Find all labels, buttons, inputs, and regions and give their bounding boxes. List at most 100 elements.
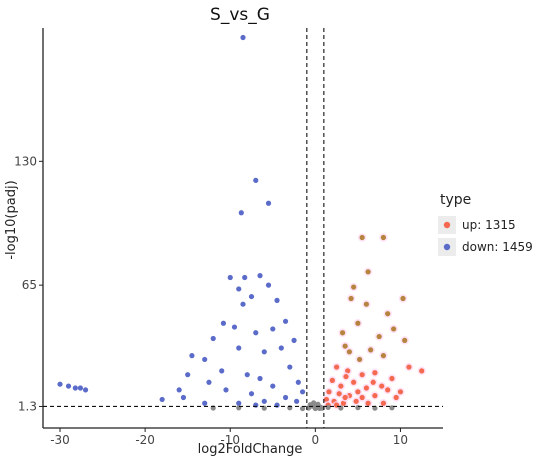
down-point	[248, 293, 255, 300]
down-point	[219, 368, 225, 374]
x-tick-label: 10	[393, 433, 408, 447]
x-tick-label: -10	[220, 433, 240, 447]
up-point	[351, 379, 357, 385]
x-axis-label: log2FoldChange	[198, 442, 303, 457]
up-point	[353, 398, 359, 404]
down-point	[223, 387, 229, 393]
up-point	[368, 347, 374, 353]
legend-label: down: 1459	[462, 240, 533, 254]
legend-label: up: 1315	[462, 218, 516, 232]
down-point	[242, 274, 248, 281]
legend: type up: 1315 down: 1459	[438, 192, 533, 256]
down-point	[282, 394, 289, 401]
ns-point	[355, 405, 361, 411]
up-point	[342, 394, 348, 401]
up-point	[380, 353, 387, 359]
down-point	[278, 345, 284, 351]
down-point	[206, 379, 212, 385]
down-point	[248, 391, 255, 397]
up-point	[400, 295, 406, 302]
up-point	[336, 391, 342, 397]
up-point	[365, 269, 371, 275]
down-point	[57, 381, 63, 387]
up-point	[402, 337, 408, 343]
down-point	[180, 394, 187, 401]
down-point	[261, 349, 267, 355]
down-point	[257, 375, 263, 382]
up-point	[359, 394, 365, 401]
x-tick-label: 0	[312, 433, 320, 447]
up-point	[334, 364, 340, 370]
y-tick-label: 1.3	[18, 399, 37, 413]
up-point	[343, 373, 349, 380]
down-point	[238, 210, 244, 216]
down-point	[253, 330, 259, 336]
up-point	[393, 394, 399, 401]
up-point	[339, 330, 346, 336]
down-point	[291, 337, 297, 343]
down-point	[202, 400, 208, 406]
down-point	[240, 34, 246, 41]
down-point	[202, 356, 208, 363]
up-point	[380, 234, 387, 241]
up-point	[397, 389, 404, 395]
down-point	[65, 383, 72, 389]
up-point	[370, 379, 376, 385]
up-point	[389, 375, 395, 382]
up-point	[338, 383, 344, 389]
down-point	[265, 282, 272, 288]
y-tick-label: 65	[22, 278, 37, 292]
down-point	[270, 326, 276, 332]
up-point	[385, 387, 391, 393]
down-point	[82, 387, 89, 393]
down-point	[159, 396, 165, 403]
down-point	[294, 398, 300, 404]
up-point	[372, 370, 378, 376]
down-point	[236, 345, 242, 351]
down-point	[274, 297, 280, 303]
up-point	[345, 368, 351, 374]
legend-title: type	[440, 192, 471, 208]
up-point	[342, 343, 348, 349]
up-point	[356, 356, 363, 363]
down-point	[265, 200, 272, 206]
down-point	[185, 372, 191, 378]
up-point	[365, 400, 371, 406]
y-tick-label: 130	[14, 154, 37, 168]
down-point	[287, 364, 293, 370]
down-point	[257, 273, 263, 279]
up-point	[355, 320, 361, 326]
up-point	[363, 301, 370, 307]
ns-point	[299, 405, 306, 412]
down-point	[72, 385, 78, 391]
up-point	[376, 333, 382, 340]
legend-marker	[443, 221, 451, 229]
up-point	[329, 377, 335, 383]
up-point	[359, 234, 365, 241]
up-point	[379, 383, 385, 389]
ns-point	[325, 404, 331, 411]
up-point	[391, 326, 397, 332]
down-point	[231, 324, 238, 330]
down-point	[295, 379, 301, 385]
x-tick-label: -30	[50, 433, 70, 447]
y-axis-label: -log10(padj)	[4, 180, 19, 259]
up-point	[380, 400, 387, 406]
up-point	[419, 368, 425, 374]
up-point	[340, 400, 347, 406]
down-point	[299, 389, 306, 395]
up-point	[346, 349, 352, 355]
down-point	[227, 274, 233, 281]
down-point	[220, 320, 227, 326]
ns-point	[316, 405, 323, 411]
down-point	[176, 387, 182, 393]
down-point	[240, 301, 246, 307]
up-point	[326, 389, 332, 395]
up-point	[406, 364, 412, 370]
down-point	[189, 353, 195, 359]
down-point	[282, 318, 289, 324]
down-point	[244, 372, 250, 378]
points-layer	[57, 34, 426, 412]
